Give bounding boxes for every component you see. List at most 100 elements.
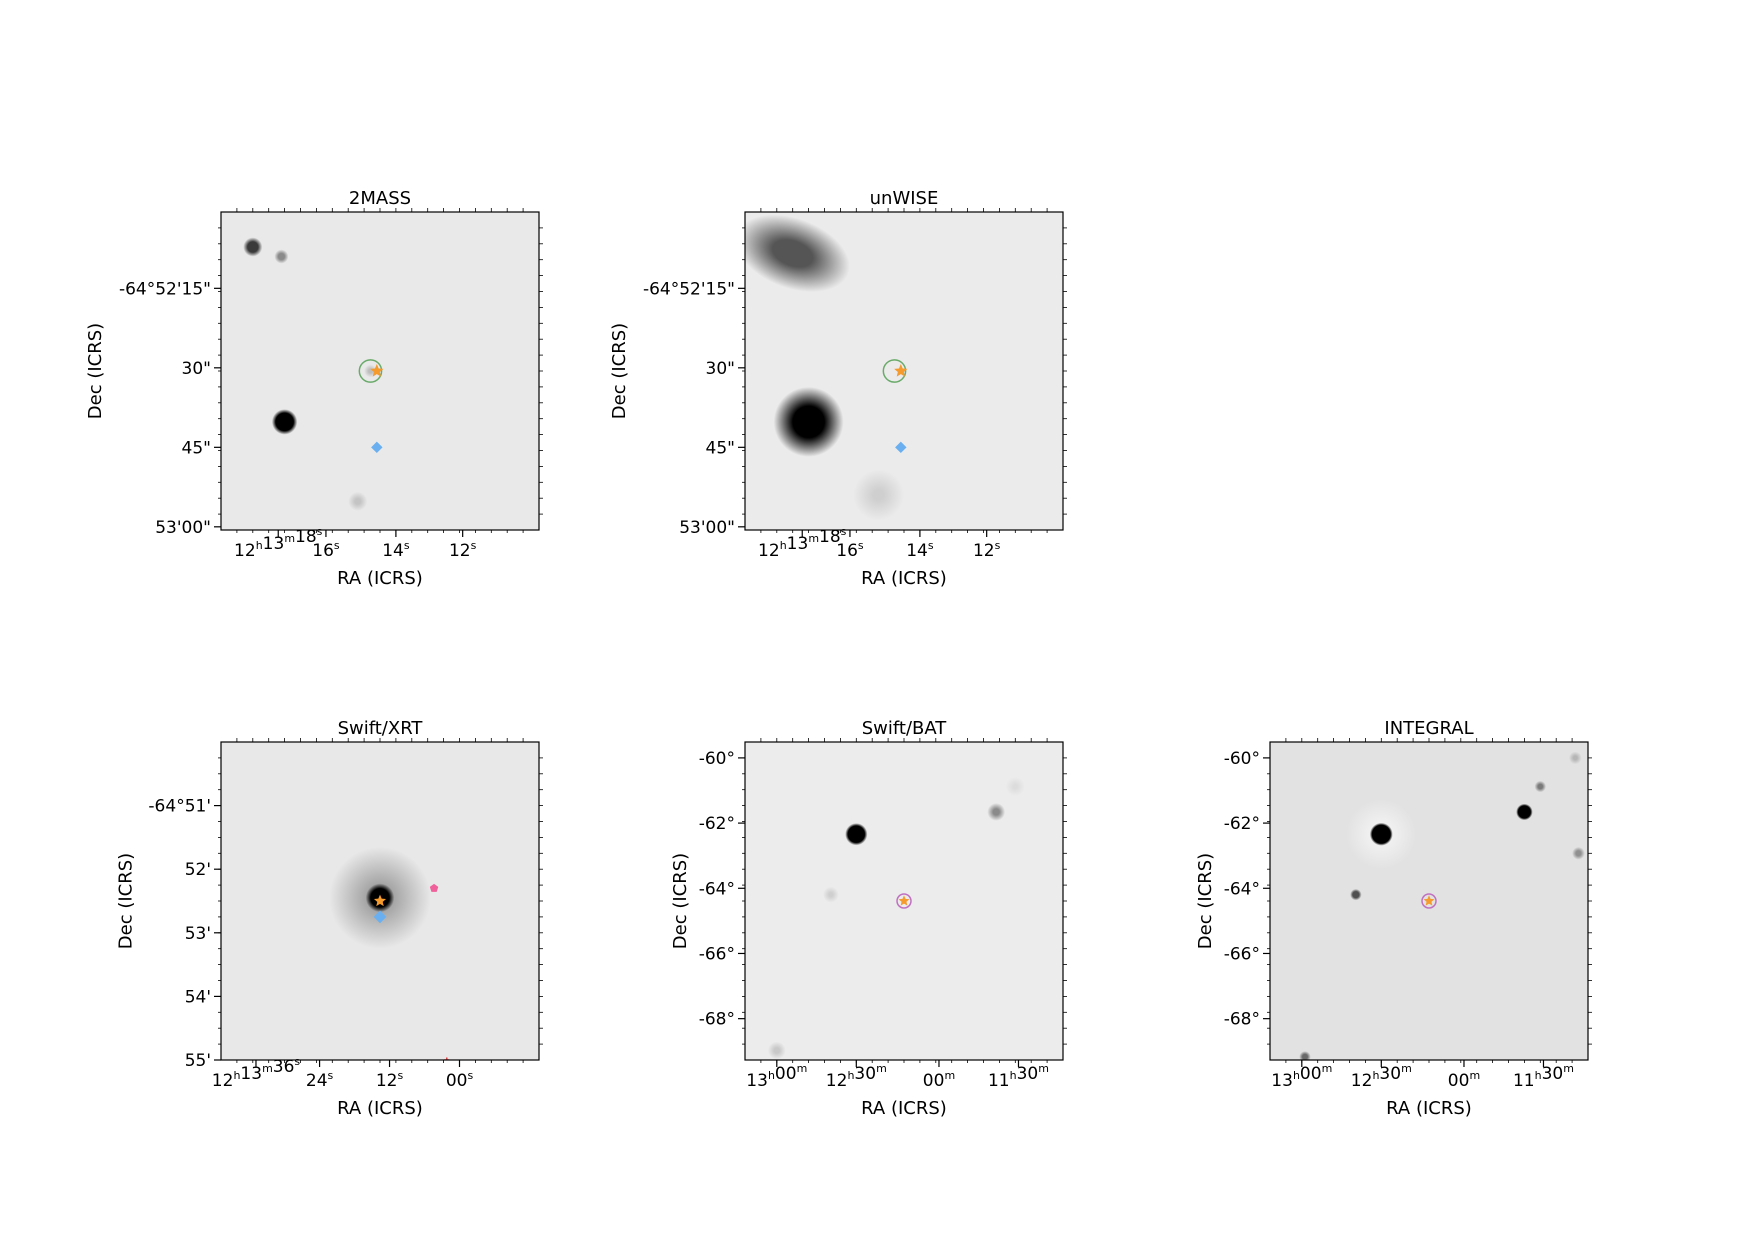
x-tick-label: 11h30m [1513, 1062, 1574, 1091]
source-blob [745, 214, 850, 292]
source-blob [1369, 822, 1393, 846]
x-tick-label: 12h13m36s [212, 1055, 301, 1091]
x-tick-label: 12s [449, 539, 477, 561]
y-tick-label: 55' [185, 1051, 211, 1071]
y-tick-label: -68° [699, 1010, 735, 1030]
y-tick-label: 45" [182, 438, 211, 458]
y-tick-label: -64° [1224, 879, 1260, 899]
y-tick-label: -64°52'15" [643, 279, 735, 299]
x-axis-label: RA (ICRS) [1386, 1098, 1472, 1119]
pentagon-marker [429, 883, 439, 892]
x-axis-label: RA (ICRS) [861, 568, 947, 589]
image-area [745, 214, 908, 521]
x-tick-label: 13h00m [746, 1062, 807, 1091]
source-blob [767, 1041, 786, 1060]
source-blob [1299, 1051, 1311, 1060]
source-blob [1350, 888, 1362, 901]
x-tick-label: 00m [923, 1069, 955, 1091]
x-tick-label: 14s [382, 539, 410, 561]
x-tick-label: 00s [446, 1069, 474, 1091]
diamond-marker [895, 441, 907, 454]
target-star-marker [898, 895, 910, 906]
x-tick-label: 12s [973, 539, 1001, 561]
x-tick-label: 00m [1448, 1069, 1480, 1091]
panel-swift-bat: Swift/BAT 13h00m 12h30m 00m 11h30m -60° -62° -6… [670, 718, 1067, 1119]
panel-title: 2MASS [349, 188, 411, 209]
source-blob [1534, 780, 1547, 793]
region-circle-marker [358, 359, 383, 383]
source-blob [1005, 776, 1025, 797]
x-tick-label: 12h30m [826, 1062, 887, 1091]
panel-title: INTEGRAL [1384, 718, 1473, 739]
diamond-marker [371, 441, 383, 454]
y-axis-label: Dec (ICRS) [609, 323, 630, 419]
region-circle-marker [896, 893, 912, 909]
source-blob [1568, 751, 1582, 765]
y-tick-label: 53'00" [155, 518, 211, 538]
x-tick-label: 12h13m18s [234, 525, 323, 561]
panel-title: Swift/BAT [862, 718, 948, 739]
source-blob [274, 249, 289, 264]
y-tick-label: 30" [706, 359, 735, 379]
x-tick-label: 16s [836, 539, 864, 561]
source-blob [243, 237, 263, 257]
x-tick-label: 13h00m [1271, 1062, 1332, 1091]
x-axis-label: RA (ICRS) [337, 568, 423, 589]
y-tick-label: -68° [1224, 1010, 1260, 1030]
x-tick-label: 24s [306, 1069, 334, 1091]
source-blob [773, 386, 844, 457]
source-blob [853, 469, 904, 521]
y-tick-label: -62° [699, 814, 735, 834]
y-axis-label: Dec (ICRS) [670, 853, 691, 949]
y-axis-label: Dec (ICRS) [1195, 853, 1216, 949]
y-tick-label: -64°52'15" [119, 279, 211, 299]
x-axis-label: RA (ICRS) [337, 1098, 423, 1119]
target-star-marker [370, 364, 384, 377]
x-tick-label: 11h30m [988, 1062, 1049, 1091]
image-area [329, 846, 450, 1060]
target-star-marker [1423, 895, 1435, 906]
y-tick-label: 45" [706, 438, 735, 458]
x-tick-label: 14s [906, 539, 934, 561]
source-blob [1572, 846, 1585, 860]
y-tick-label: -64° [699, 879, 735, 899]
y-tick-label: 52' [185, 860, 211, 880]
y-tick-label: -66° [699, 944, 735, 964]
region-circle-marker [882, 359, 907, 383]
image-area [767, 776, 1025, 1060]
y-axis-label: Dec (ICRS) [85, 323, 106, 419]
y-tick-label: -60° [699, 749, 735, 769]
y-axis-label: Dec (ICRS) [116, 853, 137, 949]
x-tick-label: 12h30m [1351, 1062, 1412, 1091]
panel-title: Swift/XRT [338, 718, 424, 739]
x-tick-label: 16s [312, 539, 340, 561]
region-circle-marker [1421, 893, 1437, 909]
y-tick-label: 30" [182, 359, 211, 379]
source-blob [1516, 803, 1533, 821]
x-tick-label: 12s [376, 1069, 404, 1091]
y-tick-label: 53'00" [679, 518, 735, 538]
y-tick-label: -66° [1224, 944, 1260, 964]
source-blob [271, 409, 298, 435]
target-star-marker [373, 894, 387, 907]
y-tick-label: -60° [1224, 749, 1260, 769]
panel-title: unWISE [870, 188, 939, 209]
y-tick-label: -64°51' [148, 797, 211, 817]
image-area [1299, 751, 1585, 1060]
y-tick-label: 54' [185, 987, 211, 1007]
y-tick-label: 53' [185, 924, 211, 944]
source-blob [845, 823, 868, 846]
target-star-marker [894, 364, 908, 377]
diamond-marker [373, 910, 387, 924]
y-tick-label: -62° [1224, 814, 1260, 834]
x-tick-label: 12h13m18s [758, 525, 847, 561]
source-blob [822, 886, 839, 903]
x-axis-label: RA (ICRS) [861, 1098, 947, 1119]
source-blob [987, 803, 1006, 821]
cross-marker [444, 1057, 450, 1060]
source-blob [348, 491, 368, 511]
